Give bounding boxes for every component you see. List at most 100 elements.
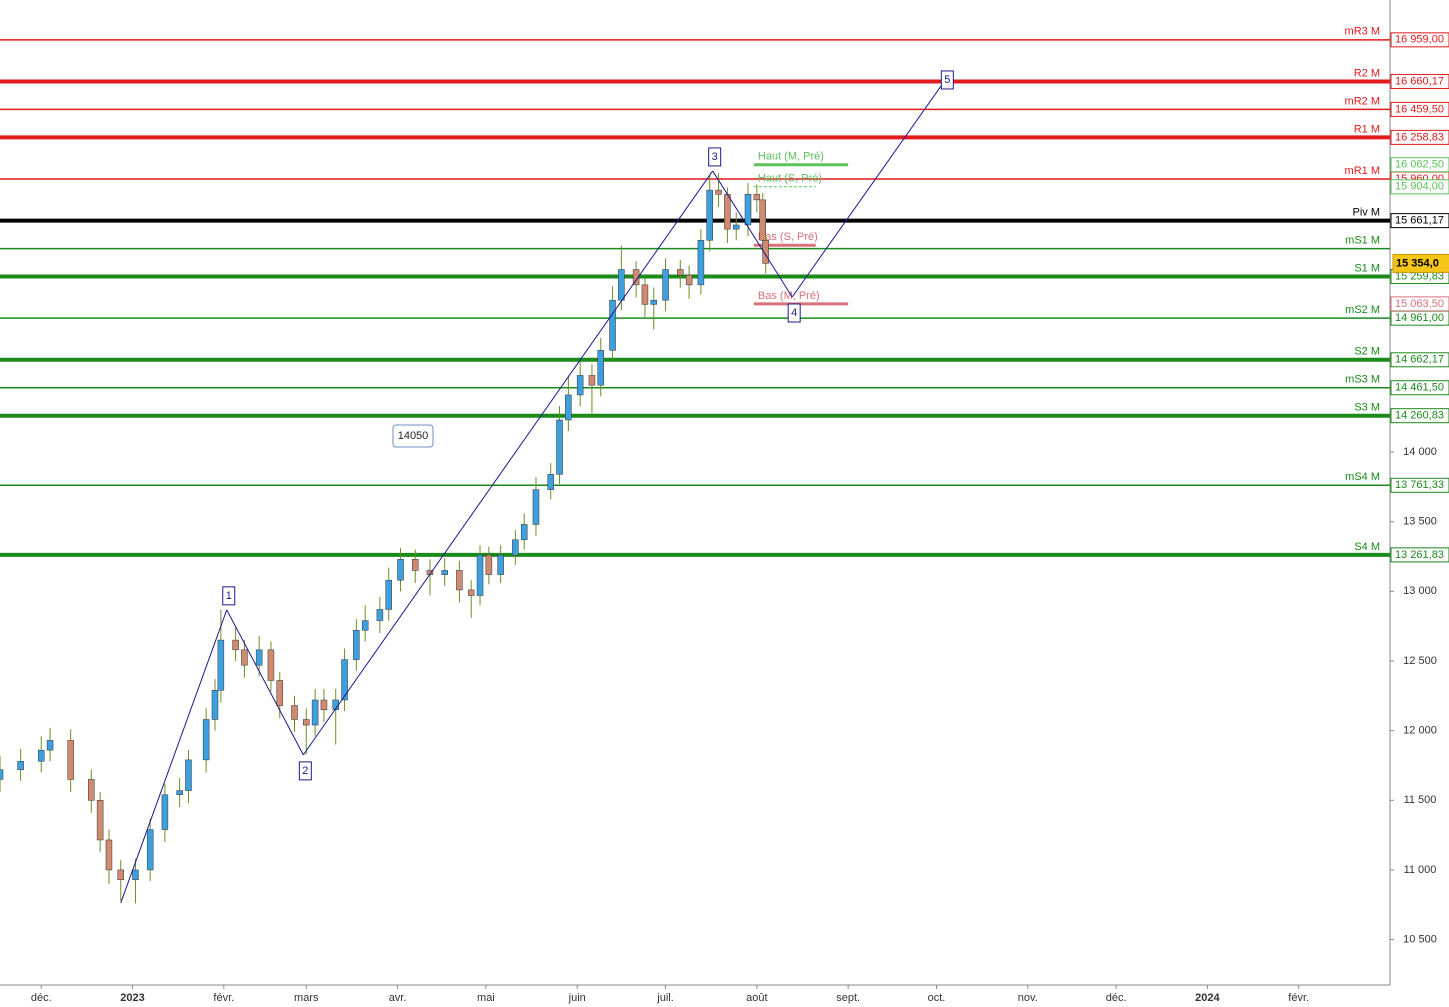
wave-label-box bbox=[940, 70, 954, 90]
pivot-price-label: 16 660,17 bbox=[1395, 75, 1444, 87]
x-tick-label: juin bbox=[568, 992, 586, 1004]
candle-body bbox=[202, 719, 210, 761]
pivot-name: mS4 M bbox=[1345, 471, 1380, 483]
level-price-box bbox=[1390, 296, 1449, 312]
pivot-price-box bbox=[1390, 352, 1449, 368]
pivot-price-box bbox=[1390, 547, 1449, 563]
candle-body bbox=[320, 699, 328, 710]
x-tick-label: juil. bbox=[656, 992, 674, 1004]
x-tick-label: 2024 bbox=[1195, 992, 1220, 1004]
wave-segment bbox=[302, 170, 714, 756]
candle-body bbox=[641, 284, 649, 305]
candle-body bbox=[485, 554, 493, 575]
candle-body bbox=[677, 269, 684, 276]
wave-segment bbox=[226, 609, 304, 756]
candle-body bbox=[715, 189, 722, 195]
level-price-label: 15 904,00 bbox=[1395, 181, 1444, 193]
candle-body bbox=[520, 524, 528, 541]
y-tick-label: 11 000 bbox=[1404, 864, 1437, 876]
pivot-name: Piv M bbox=[1353, 207, 1381, 219]
candle-body bbox=[556, 419, 563, 475]
candle-body bbox=[547, 474, 554, 490]
pivot-price-label: 16 258,83 bbox=[1395, 131, 1444, 143]
pivot-name: R1 M bbox=[1354, 123, 1380, 135]
x-tick-label: sept. bbox=[836, 992, 860, 1004]
x-tick-label: mars bbox=[294, 992, 319, 1004]
candle-body bbox=[650, 299, 658, 305]
candle-body bbox=[255, 649, 263, 666]
level-name: Haut (M, Pré) bbox=[758, 151, 824, 163]
wave-label: 1 bbox=[226, 590, 232, 602]
candle-body bbox=[724, 194, 731, 230]
wave-segment bbox=[712, 170, 793, 298]
candle-body bbox=[211, 689, 219, 720]
pivot-price-box bbox=[1390, 101, 1449, 117]
y-tick-label: 14 000 bbox=[1403, 446, 1437, 458]
candle-body bbox=[762, 240, 769, 264]
pivot-price-box bbox=[1390, 73, 1449, 89]
pivot-price-label: 13 761,33 bbox=[1395, 479, 1444, 491]
x-tick-label: févr. bbox=[1288, 992, 1309, 1004]
level-price-label: 15 063,50 bbox=[1395, 298, 1444, 310]
wave-segment bbox=[791, 79, 946, 298]
pivot-price-label: 16 459,50 bbox=[1395, 103, 1444, 115]
level-price-label: 16 062,50 bbox=[1395, 159, 1444, 171]
pivot-price-box bbox=[1390, 408, 1449, 424]
candle-body bbox=[37, 749, 45, 762]
candle-body bbox=[576, 375, 584, 396]
y-tick-label: 13 500 bbox=[1403, 516, 1437, 528]
pivot-price-box bbox=[1390, 477, 1449, 493]
candle-body bbox=[132, 869, 139, 880]
candle-body bbox=[565, 394, 572, 421]
candle-body bbox=[232, 639, 239, 651]
candle-body bbox=[185, 759, 192, 791]
candle-body bbox=[456, 570, 463, 591]
annotation-text: 14050 bbox=[398, 430, 429, 442]
pivot-price-box bbox=[1390, 32, 1449, 48]
candle-body bbox=[267, 649, 275, 681]
candle-body bbox=[744, 194, 752, 226]
wave-label: 5 bbox=[944, 74, 950, 86]
pivot-name: mR2 M bbox=[1345, 95, 1380, 107]
level-name: Haut (S, Pré) bbox=[758, 173, 822, 185]
annotation-box bbox=[392, 424, 434, 448]
pivot-name: S4 M bbox=[1354, 541, 1380, 553]
wave-label: 2 bbox=[302, 765, 308, 777]
y-tick-label: 13 000 bbox=[1403, 585, 1437, 597]
pivot-price-label: 13 261,83 bbox=[1395, 549, 1444, 561]
candle-body bbox=[303, 719, 310, 726]
x-tick-label: déc. bbox=[31, 992, 52, 1004]
candle-body bbox=[88, 779, 95, 801]
wave-segment bbox=[120, 609, 228, 904]
candle-body bbox=[0, 769, 4, 780]
candle-body bbox=[706, 189, 713, 241]
pivot-price-box bbox=[1390, 129, 1449, 145]
pivot-name: mR3 M bbox=[1345, 26, 1380, 38]
candle-body bbox=[732, 224, 740, 230]
candle-body bbox=[697, 240, 705, 286]
last-price-label: 15 354,0 bbox=[1396, 257, 1439, 269]
pivot-price-label: 15 661,17 bbox=[1395, 215, 1444, 227]
pivot-price-label: 14 961,00 bbox=[1395, 312, 1444, 324]
level-name: Bas (M, Pré) bbox=[758, 290, 820, 302]
last-price-box bbox=[1392, 253, 1449, 273]
candle-body bbox=[217, 639, 225, 691]
pivot-name: mR1 M bbox=[1345, 165, 1380, 177]
pivot-price-label: 14 260,83 bbox=[1395, 410, 1444, 422]
x-tick-label: août bbox=[746, 992, 767, 1004]
candle-body bbox=[276, 680, 284, 706]
candle-body bbox=[685, 274, 693, 286]
x-tick-label: déc. bbox=[1106, 992, 1127, 1004]
x-tick-label: mai bbox=[477, 992, 495, 1004]
x-tick-label: févr. bbox=[213, 992, 234, 1004]
wave-label-box bbox=[298, 761, 312, 781]
y-tick-label: 11 500 bbox=[1404, 794, 1437, 806]
wave-label: 4 bbox=[791, 307, 797, 319]
candle-body bbox=[117, 869, 124, 880]
pivot-name: R2 M bbox=[1354, 67, 1380, 79]
candle-body bbox=[161, 794, 169, 830]
candle-body bbox=[311, 699, 319, 726]
level-price-box bbox=[1390, 179, 1449, 195]
